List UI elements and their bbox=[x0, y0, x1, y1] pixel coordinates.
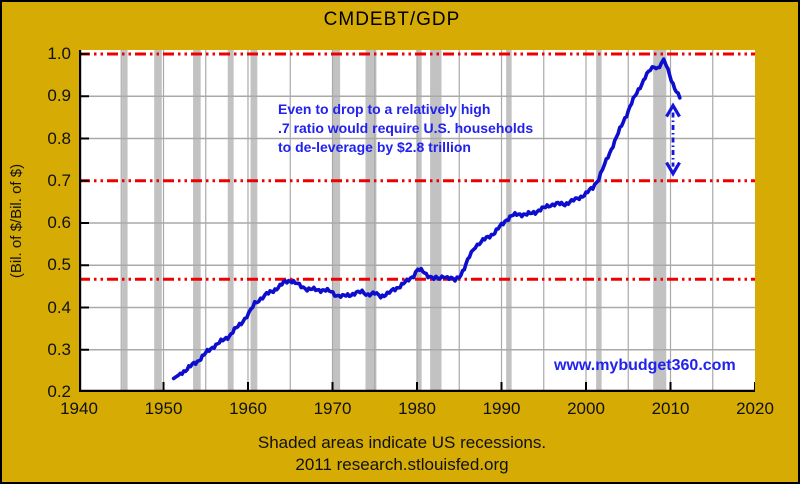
y-tick-label: 0.5 bbox=[47, 255, 71, 275]
recession-band bbox=[653, 50, 667, 392]
y-tick-label: 0.6 bbox=[47, 213, 71, 232]
annotation-line-2: .7 ratio would require U.S. households bbox=[278, 120, 534, 136]
y-axis-title: (Bil. of $/Bil. of $) bbox=[8, 163, 25, 279]
y-tick-label: 0.3 bbox=[47, 339, 71, 359]
recession-band bbox=[430, 50, 442, 392]
recession-band bbox=[250, 50, 258, 392]
recession-band bbox=[596, 50, 602, 392]
chart-title: CMDEBT/GDP bbox=[323, 9, 461, 30]
recession-band bbox=[154, 50, 162, 392]
x-tick-label: 2020 bbox=[736, 399, 774, 418]
y-tick-label: 0.2 bbox=[47, 382, 71, 401]
x-tick-label: 2010 bbox=[651, 399, 690, 418]
arrow-head-down-icon bbox=[665, 161, 681, 177]
recession-band bbox=[193, 50, 201, 392]
recession-band bbox=[332, 50, 341, 392]
x-tick-label: 1980 bbox=[398, 399, 436, 418]
y-tick-label: 0.9 bbox=[47, 86, 71, 106]
annotation-line-1: Even to drop to a relatively high bbox=[278, 101, 491, 117]
recession-note: Shaded areas indicate US recessions. bbox=[257, 433, 547, 452]
x-tick-label: 1940 bbox=[60, 399, 98, 418]
recession-band bbox=[122, 50, 128, 392]
y-tick-label: 0.4 bbox=[47, 297, 71, 317]
annotation-line-3: to de-leverage by $2.8 trillion bbox=[278, 139, 471, 155]
recession-band bbox=[227, 50, 234, 392]
watermark-url: www.mybudget360.com bbox=[554, 357, 736, 374]
plot-area bbox=[78, 50, 756, 393]
x-tick-label: 1960 bbox=[229, 399, 267, 418]
recession-band bbox=[417, 50, 422, 392]
deleverage-annotation: Even to drop to a relatively high .7 rat… bbox=[278, 100, 533, 157]
x-tick-label: 1950 bbox=[144, 399, 183, 418]
recession-band bbox=[365, 50, 377, 392]
x-tick-label: 1990 bbox=[482, 399, 521, 418]
source-line: 2011 research.stlouisfed.org bbox=[295, 455, 509, 474]
y-tick-label: 0.8 bbox=[47, 128, 71, 148]
plot-canvas bbox=[78, 50, 756, 393]
arrow-head-up-icon bbox=[665, 102, 681, 118]
y-tick-label: 0.7 bbox=[47, 170, 71, 190]
y-tick-label: 1.0 bbox=[47, 44, 71, 63]
x-tick-label: 2000 bbox=[567, 399, 605, 418]
debt-gdp-line bbox=[171, 57, 682, 381]
x-tick-label: 1970 bbox=[313, 399, 352, 418]
